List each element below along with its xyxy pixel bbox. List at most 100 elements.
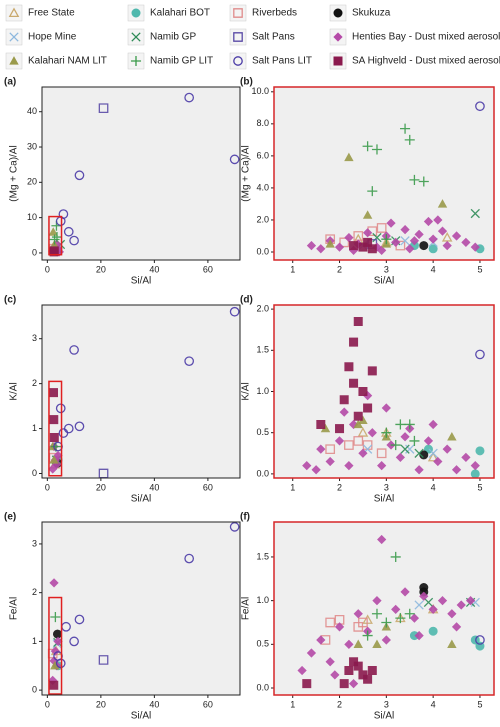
point	[428, 604, 438, 614]
point	[316, 444, 326, 454]
y-tick-label: 2	[32, 378, 37, 388]
x-tick-label: 3	[384, 482, 389, 492]
point	[395, 419, 406, 430]
point	[325, 239, 335, 248]
point	[49, 680, 59, 690]
point	[69, 235, 79, 246]
point	[419, 591, 429, 601]
point	[381, 635, 391, 645]
y-tick-label: 2	[32, 587, 37, 597]
legend-marker	[131, 32, 141, 42]
point	[363, 403, 373, 413]
point	[363, 674, 373, 684]
point	[428, 419, 438, 430]
legend-marker	[233, 8, 243, 18]
x-tick-label: 40	[149, 482, 159, 492]
point	[353, 621, 364, 632]
x-tick-label: 3	[384, 264, 389, 274]
zoom-box	[48, 596, 63, 695]
legend-marker	[8, 7, 20, 18]
point	[371, 608, 383, 619]
x-tick-label: 0	[45, 699, 50, 709]
point	[184, 92, 195, 103]
plot-area	[274, 522, 494, 695]
point	[437, 226, 448, 236]
point	[306, 240, 317, 251]
x-axis-label: Si/Al	[374, 276, 395, 287]
point	[377, 245, 387, 256]
point	[414, 465, 424, 475]
legend-swatch-box	[229, 4, 247, 22]
legend-swatch-box	[229, 28, 247, 46]
point	[442, 240, 452, 251]
x-axis-label: Si/Al	[131, 276, 152, 287]
point	[344, 152, 354, 162]
point	[316, 419, 326, 429]
point	[362, 440, 373, 450]
point	[49, 433, 59, 443]
point	[334, 622, 345, 632]
point	[74, 614, 85, 625]
legend-marker	[333, 8, 343, 18]
panel-label: (a)	[4, 77, 16, 88]
point	[344, 666, 354, 676]
y-tick-label: 2.0	[256, 214, 269, 224]
legend-label: Skukuza	[352, 8, 391, 19]
point	[447, 639, 457, 648]
point	[344, 440, 354, 450]
point	[475, 446, 485, 456]
point	[418, 176, 429, 187]
x-tick-label: 40	[149, 264, 159, 274]
point	[344, 639, 354, 649]
point	[362, 210, 373, 219]
point	[367, 428, 377, 438]
point	[49, 455, 59, 464]
point	[447, 431, 457, 441]
point	[437, 199, 448, 208]
panel-label: (f)	[240, 512, 250, 523]
point	[390, 551, 401, 562]
x-tick-label: 60	[203, 482, 213, 492]
point	[400, 236, 410, 246]
point	[353, 231, 364, 241]
y-tick-label: 8.0	[256, 118, 269, 128]
x-tick-label: 4	[431, 264, 436, 274]
y-tick-label: 0	[32, 247, 37, 257]
plot-frame	[41, 304, 241, 479]
point	[447, 609, 457, 619]
point	[335, 424, 345, 434]
point	[428, 626, 438, 636]
y-axis-label: Fe/Al	[241, 597, 252, 620]
point	[372, 639, 382, 648]
point	[470, 469, 480, 479]
y-tick-label: 30	[27, 141, 37, 151]
point	[414, 630, 424, 641]
point	[339, 679, 349, 689]
point	[302, 461, 312, 471]
x-tick-label: 4	[431, 482, 436, 492]
plot-frame	[41, 521, 241, 696]
point	[353, 316, 363, 326]
point	[349, 337, 359, 347]
point	[381, 427, 392, 438]
y-axis-label: K/Al	[241, 382, 252, 400]
point	[49, 234, 60, 245]
point	[353, 411, 363, 421]
y-tick-label: 0.5	[256, 427, 269, 437]
point	[325, 444, 336, 455]
point	[371, 144, 383, 155]
y-tick-label: 2.0	[256, 303, 269, 313]
point	[69, 636, 79, 647]
y-tick-label: 10.0	[251, 86, 269, 96]
point	[428, 244, 438, 254]
y-tick-label: 1.0	[256, 595, 269, 605]
point	[55, 403, 66, 414]
point	[325, 657, 335, 667]
point	[353, 419, 363, 429]
point	[48, 227, 58, 236]
point	[49, 415, 59, 425]
point	[428, 448, 438, 458]
point	[419, 241, 429, 251]
point	[400, 432, 410, 442]
